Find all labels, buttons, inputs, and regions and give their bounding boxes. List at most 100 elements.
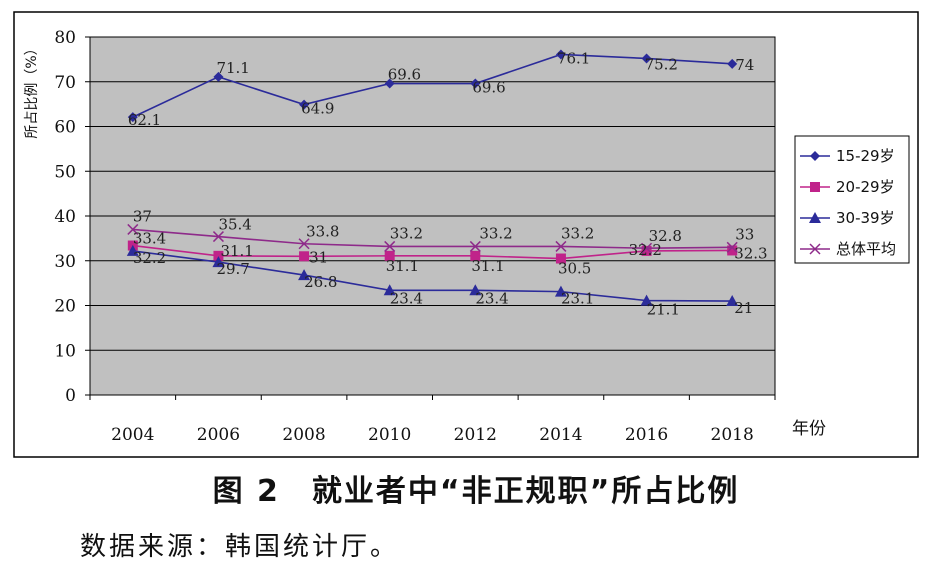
chart: 0 10 20 30 40 50 60 70 80 2004 2006 2008 2010 2012 201… <box>13 11 919 458</box>
legend-item: 20-29岁 <box>800 178 895 196</box>
data-point <box>726 295 739 307</box>
data-label: 69.6 <box>388 66 421 84</box>
y-tick-label: 40 <box>54 207 76 227</box>
data-point <box>213 250 224 261</box>
data-point <box>298 238 310 250</box>
data-point <box>555 253 566 264</box>
x-tick-label: 2008 <box>282 425 325 445</box>
data-label: 37 <box>133 207 152 225</box>
series-line <box>132 244 733 260</box>
y-tick-label: 50 <box>54 162 76 182</box>
data-point <box>640 294 653 306</box>
data-point <box>212 231 224 243</box>
y-tick-label: 60 <box>54 118 76 138</box>
legend-marker <box>809 212 821 223</box>
data-point <box>470 250 481 261</box>
data-label: 31.1 <box>220 242 253 260</box>
data-point <box>383 284 396 296</box>
x-tick-label: 2018 <box>711 425 754 445</box>
data-point <box>213 71 224 82</box>
series-line <box>132 53 733 118</box>
data-label: 31 <box>309 248 328 266</box>
data-label: 33.2 <box>390 224 423 242</box>
data-point <box>212 256 225 268</box>
data-source: 数据来源：韩国统计厅。 <box>80 532 400 562</box>
data-label: 69.6 <box>472 79 505 97</box>
data-label: 23.1 <box>561 290 594 308</box>
data-label: 32.3 <box>734 244 767 262</box>
data-label: 30.5 <box>558 260 591 278</box>
x-tick-label: 2016 <box>625 425 668 445</box>
data-point <box>727 58 738 69</box>
legend-item: 总体平均 <box>800 240 896 258</box>
data-label: 62.1 <box>128 111 161 129</box>
data-point <box>641 245 652 256</box>
data-label: 74 <box>735 56 754 74</box>
data-label: 23.4 <box>475 289 508 307</box>
data-label: 64.9 <box>301 100 334 118</box>
data-point <box>555 49 566 60</box>
data-point <box>469 284 482 296</box>
data-label: 21.1 <box>647 301 680 319</box>
data-label: 33 <box>735 225 754 243</box>
legend-marker <box>810 182 820 192</box>
data-point <box>554 285 567 297</box>
data-point <box>298 269 311 281</box>
y-axis-label: 所占比例（%） <box>24 41 40 138</box>
x-tick-label: 2012 <box>454 425 497 445</box>
data-point <box>299 251 310 262</box>
legend-label: 总体平均 <box>836 240 896 258</box>
y-tick-label: 20 <box>54 297 76 317</box>
x-tick-label: 2010 <box>368 425 411 445</box>
legend-label: 15-29岁 <box>836 147 895 165</box>
data-label: 35.4 <box>218 216 251 234</box>
data-point <box>127 223 139 235</box>
x-axis-label: 年份 <box>792 419 826 439</box>
data-label: 76.1 <box>557 49 590 67</box>
data-label: 33.2 <box>561 224 594 242</box>
legend-marker <box>809 243 821 255</box>
data-label: 31.1 <box>471 257 504 275</box>
data-label: 32.2 <box>133 249 166 267</box>
x-tick-label: 2004 <box>111 425 154 445</box>
data-label: 33.8 <box>306 223 339 241</box>
legend-label: 20-29岁 <box>836 178 895 196</box>
series-line <box>132 250 733 302</box>
data-point <box>470 78 481 89</box>
data-label: 21 <box>734 299 753 317</box>
y-tick-label: 70 <box>54 73 76 93</box>
data-point <box>726 241 738 253</box>
data-point <box>384 240 396 252</box>
data-point <box>127 112 138 123</box>
data-label: 32.2 <box>629 241 662 259</box>
y-tick-label: 80 <box>54 28 76 48</box>
data-label: 23.4 <box>390 289 423 307</box>
legend-item: 15-29岁 <box>800 147 895 165</box>
data-point <box>469 240 481 252</box>
figure-caption: 图 2 就业者中“非正规职”所占比例 <box>212 474 740 509</box>
y-tick-label: 0 <box>65 386 76 406</box>
data-point <box>641 53 652 64</box>
data-label: 33.4 <box>133 230 166 248</box>
data-label: 29.7 <box>216 260 249 278</box>
data-label: 75.2 <box>645 55 678 73</box>
legend-label: 30-39岁 <box>836 209 895 227</box>
series-line <box>132 228 733 250</box>
data-label: 31.1 <box>386 257 419 275</box>
y-tick-label: 30 <box>54 252 76 272</box>
data-point <box>641 242 653 254</box>
legend-marker <box>810 151 820 161</box>
x-tick-label: 2014 <box>539 425 582 445</box>
data-point <box>299 99 310 110</box>
x-tick-label: 2006 <box>197 425 240 445</box>
data-label: 26.8 <box>304 273 337 291</box>
legend-item: 30-39岁 <box>800 209 895 227</box>
data-label: 32.8 <box>649 227 682 245</box>
data-point <box>384 78 395 89</box>
y-tick-label: 10 <box>54 341 76 361</box>
data-point <box>126 244 139 256</box>
data-point <box>555 240 567 252</box>
data-point <box>384 250 395 261</box>
data-label: 71.1 <box>216 59 249 77</box>
